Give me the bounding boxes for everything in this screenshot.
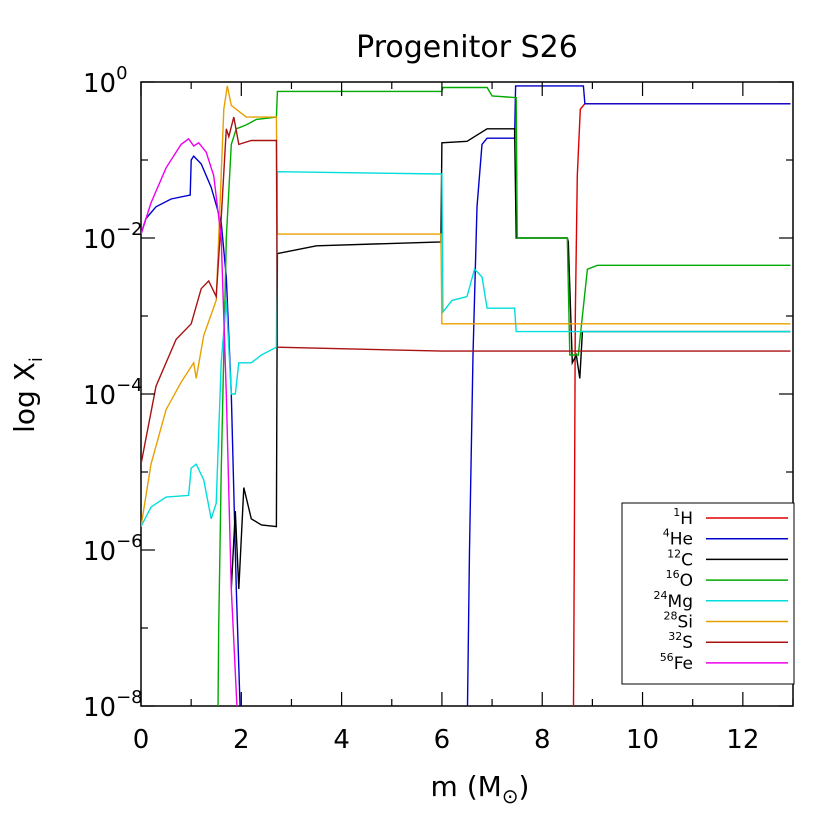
legend-entry-mg24: 24Mg: [654, 589, 788, 612]
series-line-s32: [141, 116, 791, 465]
legend-entry-fe56: 56Fe: [660, 651, 788, 674]
legend-entry-s32: 32S: [668, 630, 788, 653]
tick-labels: 0 2 4 6 8 10 12 100 10−2 10−4 10−6 10−8: [83, 63, 759, 755]
series-line-mg24: [141, 170, 791, 527]
legend-box: [621, 502, 795, 685]
y-tick-label: 10−4: [83, 375, 143, 411]
legend-label: 16O: [666, 568, 693, 591]
y-tick-label: 10−8: [83, 687, 143, 723]
ticks-layer: [140, 81, 794, 707]
x-tick-label: 10: [626, 725, 659, 755]
legend-label: 28Si: [663, 610, 693, 633]
y-tick-label: 100: [83, 63, 128, 99]
series-line-si28: [141, 85, 791, 527]
legend-entry-h1: 1H: [673, 506, 788, 529]
legend-label: 1H: [673, 506, 693, 529]
y-tick-label: 10−2: [83, 219, 143, 255]
x-tick-label: 8: [534, 725, 551, 755]
legend-entry-c12: 12C: [667, 547, 788, 570]
legend-entry-si28: 28Si: [663, 610, 788, 633]
x-tick-label: 6: [434, 725, 451, 755]
legend-label: 12C: [667, 547, 693, 570]
legend-label: 32S: [668, 630, 693, 653]
y-axis-label: log Xi: [8, 357, 47, 433]
chart-title: Progenitor S26: [356, 30, 578, 65]
legend-label: 56Fe: [660, 651, 693, 674]
x-axis-label: m (M⊙): [431, 770, 530, 808]
series-line-o16: [217, 86, 791, 706]
series-layer: [141, 85, 791, 706]
x-tick-label: 2: [233, 725, 250, 755]
legend-entry-he4: 4He: [663, 527, 788, 550]
legend-label: 4He: [663, 527, 693, 550]
legend-entry-o16: 16O: [666, 568, 788, 591]
x-tick-label: 0: [133, 725, 150, 755]
x-tick-label: 4: [333, 725, 350, 755]
legend-label: 24Mg: [654, 589, 693, 612]
series-line-fe56: [141, 137, 238, 706]
series-line-c12: [230, 128, 791, 590]
x-tick-label: 12: [726, 725, 759, 755]
y-tick-label: 10−6: [83, 531, 143, 567]
